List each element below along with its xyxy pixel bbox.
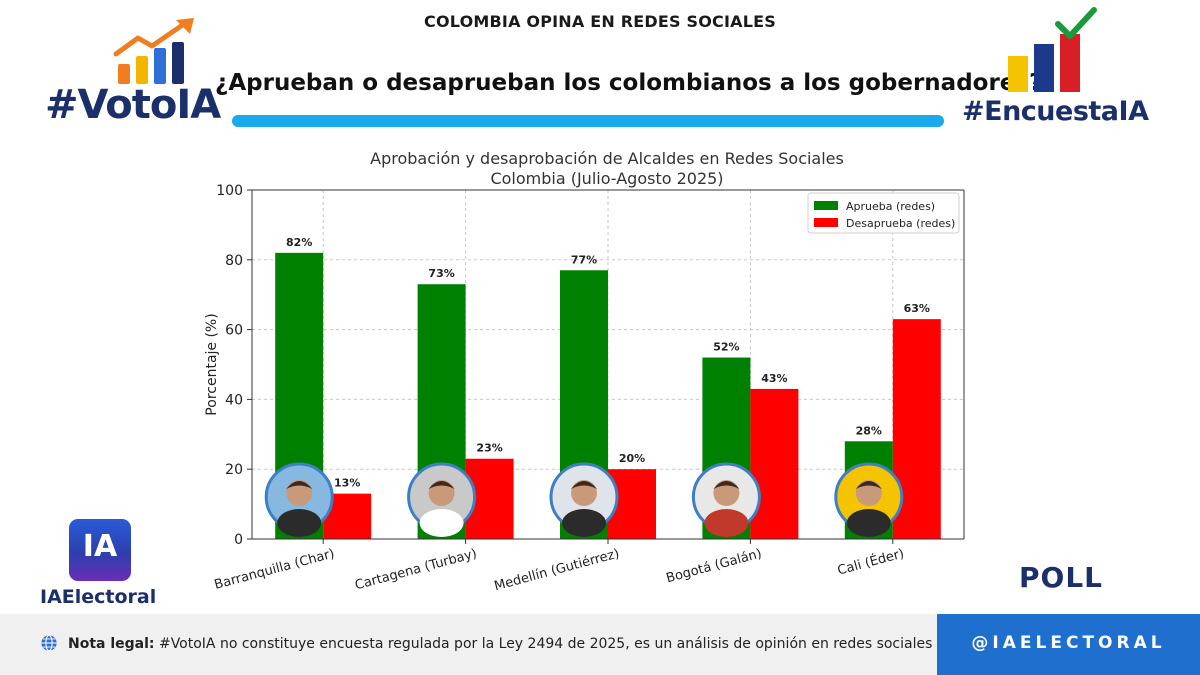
bar-value-label: 23% <box>476 442 502 455</box>
iaelectoral-logo-mark <box>69 519 131 581</box>
bar-value-label: 43% <box>761 372 787 385</box>
legal-note: Nota legal: #VotoIA no constituye encues… <box>68 636 984 652</box>
x-tick-label: Cartagena (Turbay) <box>353 546 478 593</box>
y-tick-label: 60 <box>225 323 243 339</box>
globe-icon <box>41 634 57 652</box>
bar-value-label: 73% <box>428 267 454 280</box>
bar-value-label: 52% <box>713 341 739 354</box>
legal-note-label: Nota legal: <box>68 636 155 652</box>
bar-value-label: 82% <box>286 236 312 249</box>
legal-note-text: #VotoIA no constituye encuesta regulada … <box>154 636 985 652</box>
candidate-avatar <box>264 462 334 537</box>
votoia-growth-icon <box>113 18 194 84</box>
headline: ¿Aprueban o desaprueban los colombianos … <box>215 70 1043 96</box>
y-tick-label: 100 <box>216 183 243 199</box>
chart-subtitle: Colombia (Julio-Agosto 2025) <box>490 169 723 188</box>
legend-entry: Aprueba (redes) <box>846 200 935 213</box>
bar-disapprove <box>750 388 799 539</box>
y-tick-label: 80 <box>225 253 243 269</box>
y-tick-label: 0 <box>234 532 243 548</box>
x-tick-label: Barranquilla (Char) <box>213 546 336 593</box>
x-tick-label: Medellín (Gutiérrez) <box>493 546 621 594</box>
poll-label: POLL <box>1019 561 1104 594</box>
bar-value-label: 13% <box>334 477 360 490</box>
y-axis-label: Porcentaje (%) <box>204 313 220 415</box>
footer-bar <box>0 614 937 675</box>
x-tick-label: Bogotá (Galán) <box>665 546 764 586</box>
legend-entry: Desaprueba (redes) <box>846 217 955 230</box>
legend-swatch <box>814 201 838 210</box>
iaelectoral-brand: IAElectoral <box>40 586 157 608</box>
candidate-avatar <box>549 462 619 537</box>
headline-underline <box>232 115 944 127</box>
candidate-avatar <box>407 462 477 537</box>
legend-swatch <box>814 218 838 227</box>
y-tick-label: 40 <box>225 392 243 408</box>
encuestaia-chart-icon <box>1008 7 1097 92</box>
bar-value-label: 20% <box>619 452 645 465</box>
chart-title: Aprobación y desaprobación de Alcaldes e… <box>370 149 844 168</box>
encuestaia-logo: #EncuestaIA <box>962 96 1149 127</box>
legend-box <box>807 192 960 234</box>
candidate-avatar <box>691 462 761 537</box>
iaelectoral-logo-mark-text: IA <box>82 529 118 564</box>
bar-value-label: 28% <box>856 424 882 437</box>
social-handle[interactable]: @IAELECTORAL <box>971 633 1166 653</box>
candidate-avatar <box>834 462 904 537</box>
approval-bar-chart: Aprobación y desaprobación de Alcaldes e… <box>204 149 965 594</box>
handle-banner[interactable] <box>937 614 1200 675</box>
top-title: COLOMBIA OPINA EN REDES SOCIALES <box>424 12 776 31</box>
x-tick-label: Cali (Éder) <box>836 545 906 578</box>
y-tick-label: 20 <box>225 462 243 478</box>
bar-value-label: 63% <box>904 302 930 315</box>
votoia-logo: #VotoIA <box>45 82 221 128</box>
bar-value-label: 77% <box>571 253 597 266</box>
